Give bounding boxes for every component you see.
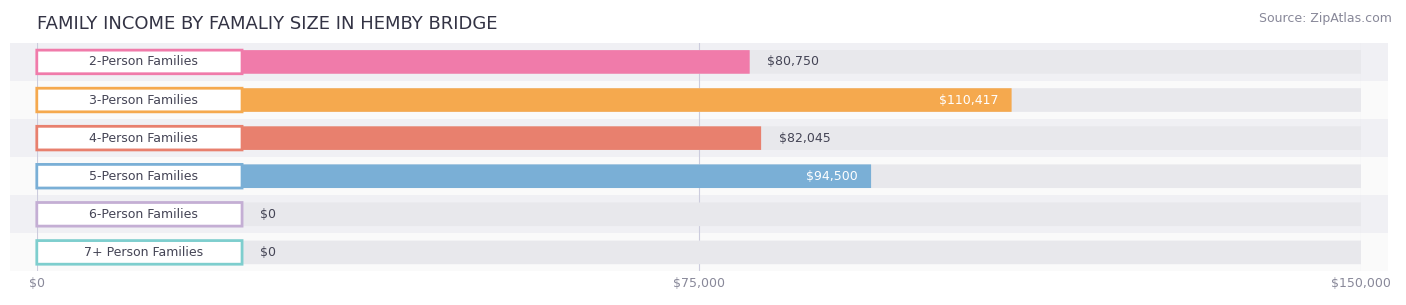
Text: Source: ZipAtlas.com: Source: ZipAtlas.com <box>1258 12 1392 25</box>
Text: 5-Person Families: 5-Person Families <box>89 170 198 183</box>
FancyBboxPatch shape <box>37 88 1011 112</box>
FancyBboxPatch shape <box>37 50 749 74</box>
Text: 6-Person Families: 6-Person Families <box>89 208 198 221</box>
FancyBboxPatch shape <box>37 164 1361 188</box>
FancyBboxPatch shape <box>37 126 242 150</box>
FancyBboxPatch shape <box>37 88 242 112</box>
Text: $94,500: $94,500 <box>806 170 858 183</box>
Bar <box>10 233 1388 271</box>
Bar <box>10 157 1388 195</box>
FancyBboxPatch shape <box>37 164 242 188</box>
FancyBboxPatch shape <box>37 50 1361 74</box>
Text: $0: $0 <box>260 208 276 221</box>
FancyBboxPatch shape <box>37 126 761 150</box>
Text: $0: $0 <box>260 246 276 259</box>
Text: $80,750: $80,750 <box>768 56 820 68</box>
FancyBboxPatch shape <box>37 241 1361 264</box>
Text: $82,045: $82,045 <box>779 132 831 145</box>
FancyBboxPatch shape <box>37 126 1361 150</box>
Bar <box>10 119 1388 157</box>
FancyBboxPatch shape <box>37 203 242 226</box>
FancyBboxPatch shape <box>37 88 1361 112</box>
Text: FAMILY INCOME BY FAMALIY SIZE IN HEMBY BRIDGE: FAMILY INCOME BY FAMALIY SIZE IN HEMBY B… <box>37 15 498 33</box>
Text: 7+ Person Families: 7+ Person Families <box>84 246 202 259</box>
FancyBboxPatch shape <box>37 241 242 264</box>
Text: 3-Person Families: 3-Person Families <box>89 94 198 106</box>
Bar <box>10 43 1388 81</box>
Bar <box>10 81 1388 119</box>
Bar <box>10 195 1388 233</box>
FancyBboxPatch shape <box>37 50 242 74</box>
Text: 2-Person Families: 2-Person Families <box>89 56 198 68</box>
FancyBboxPatch shape <box>37 203 1361 226</box>
Text: 4-Person Families: 4-Person Families <box>89 132 198 145</box>
FancyBboxPatch shape <box>37 164 872 188</box>
Text: $110,417: $110,417 <box>939 94 998 106</box>
